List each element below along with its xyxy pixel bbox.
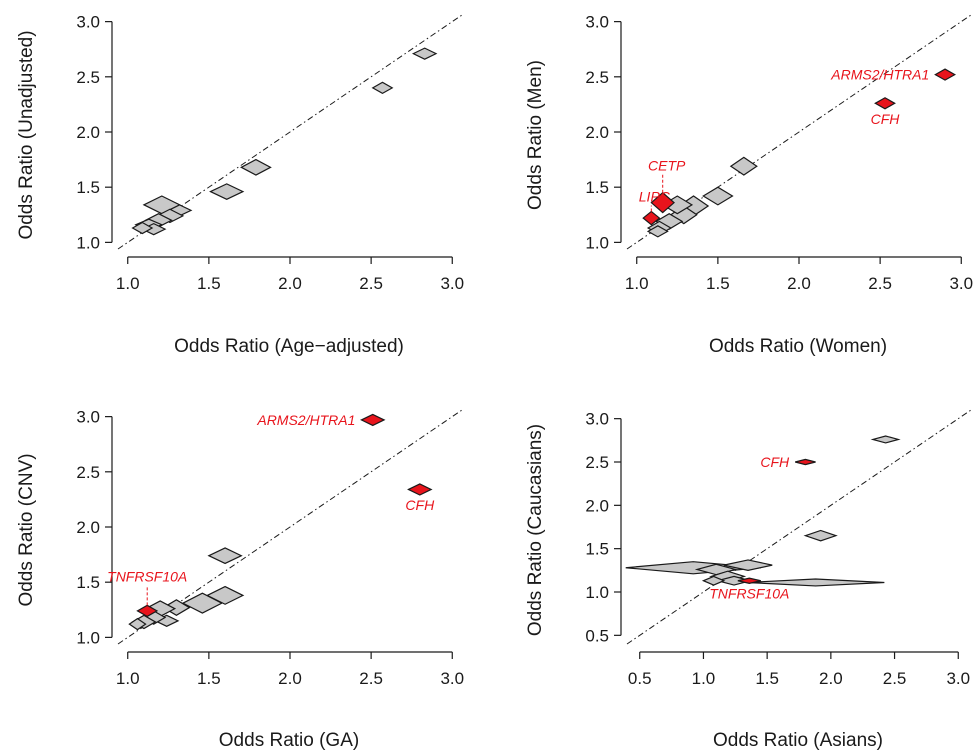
data-point-marker [661,195,694,215]
data-point-marker [131,221,154,235]
x-tick-label: 1.5 [197,274,221,293]
data-point-marker [803,529,838,542]
highlighted-point-marker [136,604,159,618]
x-axis-title: Odds Ratio (Women) [709,336,887,357]
panel-men-vs-women: Odds Ratio (Women) Odds Ratio (Men) 1.0 1… [525,13,973,357]
panel-cnv-vs-ga: Odds Ratio (GA) Odds Ratio (CNV) 1.0 1.5 2… [16,408,464,751]
x-tick-label: 1.0 [625,274,649,293]
x-tick-label: 1.5 [755,669,779,688]
data-point-marker [240,158,272,176]
x-tick-label: 2.0 [819,669,843,688]
highlighted-point-label: TNFRSF10A [107,568,187,584]
y-tick-label: 0.5 [585,626,609,645]
x-tick-label: 2.5 [868,274,892,293]
x-axis-title: Odds Ratio (GA) [219,730,359,751]
x-tick-label: 3.0 [440,669,464,688]
panel-caucasians-vs-asians: Odds Ratio (Asians) Odds Ratio (Caucasia… [525,409,972,751]
data-point-marker [411,47,438,60]
y-axis-title: Odds Ratio (CNV) [16,453,37,606]
x-axis-title: Odds Ratio (Asians) [713,730,883,751]
data-point-marker [140,222,167,236]
data-point-marker [746,578,885,587]
data-point-marker [128,617,147,631]
data-point-marker [646,225,669,238]
x-tick-label: 2.5 [359,669,383,688]
y-tick-label: 1.0 [585,583,609,602]
highlighted-point-marker [650,191,675,214]
x-tick-label: 1.5 [706,274,730,293]
y-tick-label: 2.5 [76,68,100,87]
y-tick-label: 3.0 [585,410,609,429]
highlighted-point-marker [795,458,816,466]
x-tick-label: 3.0 [946,669,970,688]
x-tick-label: 2.0 [278,669,302,688]
y-tick-label: 1.5 [76,178,100,197]
highlighted-point-marker [360,413,386,427]
x-tick-label: 1.0 [692,669,716,688]
data-point-marker [702,186,734,206]
data-point-marker [729,156,758,176]
y-tick-label: 2.5 [585,68,609,87]
y-axis-title: Odds Ratio (Men) [525,60,546,210]
y-tick-label: 2.0 [76,518,100,537]
data-point-marker [701,575,726,586]
y-tick-label: 3.0 [76,13,100,32]
highlighted-point-marker [407,483,433,496]
y-tick-label: 1.5 [76,573,100,592]
highlighted-point-label: CFH [405,497,435,513]
y-tick-label: 2.0 [585,496,609,515]
highlighted-point-marker [642,210,661,226]
highlighted-point-marker [874,97,896,110]
highlighted-point-marker [737,577,761,584]
x-tick-label: 0.5 [628,669,652,688]
y-tick-label: 2.0 [585,123,609,142]
y-tick-label: 1.5 [585,178,609,197]
y-tick-label: 2.0 [76,123,100,142]
x-tick-label: 3.0 [949,274,973,293]
x-tick-label: 1.0 [116,274,140,293]
x-tick-label: 2.0 [278,274,302,293]
highlighted-point-label: CFH [760,454,790,470]
y-axis-title: Odds Ratio (Caucasians) [525,424,546,636]
identity-reference-line [626,409,972,645]
data-point-marker [723,559,773,571]
y-tick-label: 2.5 [585,453,609,472]
data-point-marker [209,183,245,200]
data-point-marker [142,195,182,215]
y-tick-label: 1.0 [76,233,100,252]
highlighted-point-label: CETP [648,158,686,174]
x-tick-label: 1.5 [197,669,221,688]
x-tick-label: 1.0 [116,669,140,688]
y-tick-label: 3.0 [76,408,100,427]
data-point-marker [371,81,394,95]
y-tick-label: 1.0 [585,233,609,252]
y-tick-label: 3.0 [585,13,609,32]
highlighted-point-label: CFH [871,111,901,127]
y-tick-label: 1.0 [76,628,100,647]
highlighted-point-label: LIPC [639,188,671,204]
highlighted-point-label: ARMS2/HTRA1 [830,67,929,83]
data-point-marker [181,592,224,614]
data-point-marker [870,435,901,444]
x-axis-title: Odds Ratio (Age−adjusted) [174,336,404,357]
x-tick-label: 2.5 [883,669,907,688]
data-point-marker [207,547,243,565]
x-tick-label: 2.5 [359,274,383,293]
y-tick-label: 2.5 [76,463,100,482]
y-axis-title: Odds Ratio (Unadjusted) [16,30,37,239]
x-tick-label: 2.0 [787,274,811,293]
highlighted-point-label: ARMS2/HTRA1 [256,412,355,428]
x-tick-label: 3.0 [440,274,464,293]
highlighted-point-label: TNFRSF10A [709,585,789,601]
panel-unadjusted-vs-age-adjusted: Odds Ratio (Age−adjusted) Odds Ratio (Un… [16,13,464,357]
highlighted-point-marker [934,68,956,81]
y-tick-label: 1.5 [585,540,609,559]
